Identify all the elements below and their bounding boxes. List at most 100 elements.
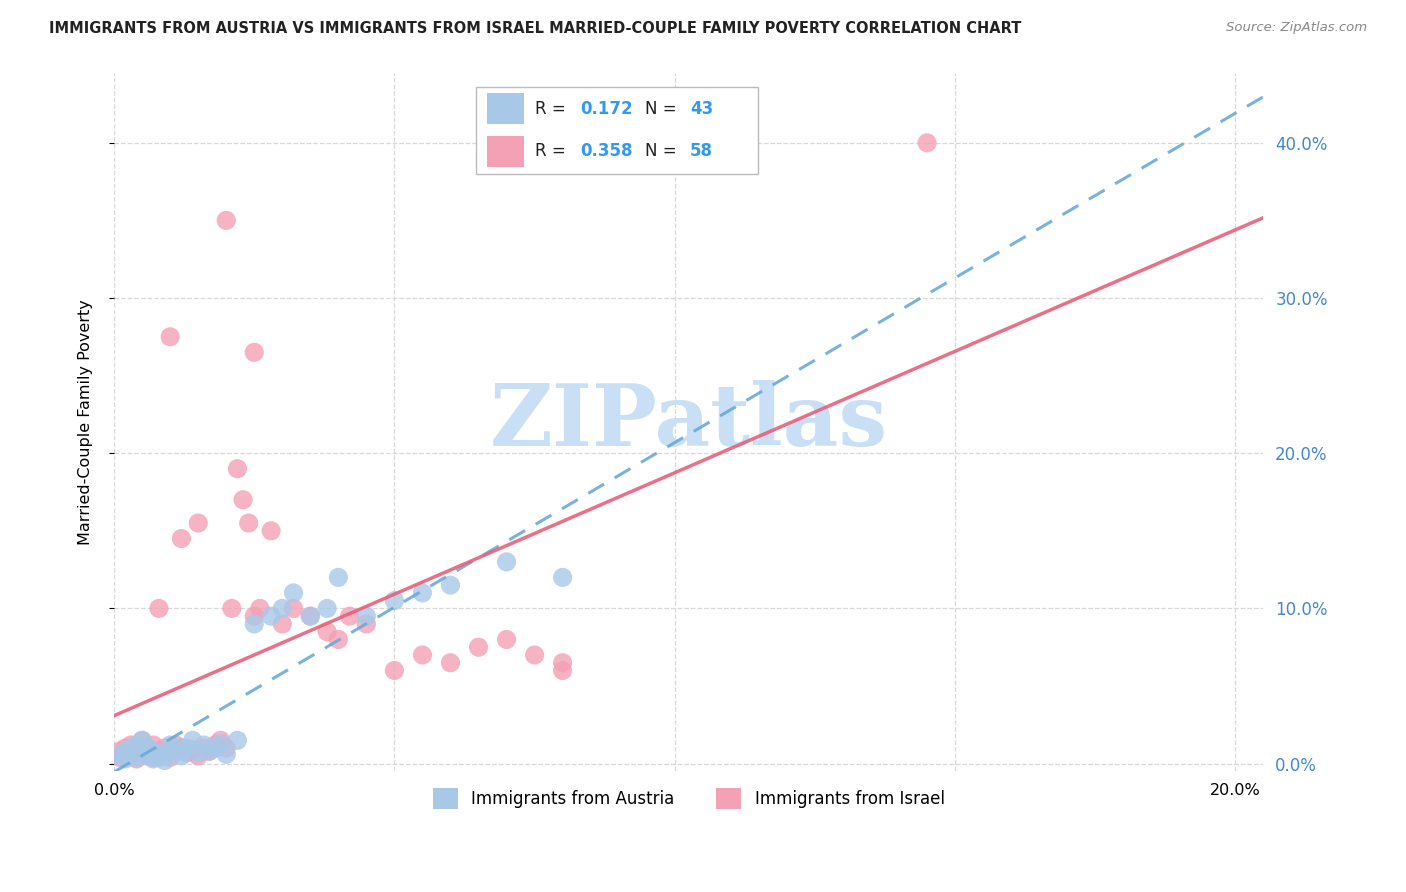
- Point: [142, 750, 165, 764]
- Point: [226, 461, 249, 475]
- Point: [148, 747, 170, 762]
- Point: [159, 744, 181, 758]
- Point: [148, 747, 170, 762]
- Point: [187, 748, 209, 763]
- Point: [148, 750, 170, 764]
- Point: [114, 748, 136, 763]
- Point: [439, 656, 461, 670]
- Point: [495, 632, 517, 647]
- Point: [328, 570, 350, 584]
- Point: [260, 524, 283, 538]
- Point: [142, 738, 165, 752]
- Point: [411, 586, 433, 600]
- Point: [384, 664, 406, 678]
- Point: [176, 741, 198, 756]
- Point: [551, 570, 574, 584]
- Point: [170, 741, 193, 756]
- Point: [198, 744, 221, 758]
- Point: [316, 624, 339, 639]
- Point: [165, 741, 187, 756]
- Point: [198, 744, 221, 758]
- Point: [108, 748, 131, 763]
- Point: [495, 555, 517, 569]
- Point: [120, 747, 142, 762]
- Point: [136, 741, 159, 756]
- Point: [232, 492, 254, 507]
- Point: [356, 616, 378, 631]
- Point: [136, 741, 159, 756]
- Point: [283, 586, 305, 600]
- Point: [339, 609, 361, 624]
- Point: [159, 750, 181, 764]
- Text: ZIPatlas: ZIPatlas: [489, 380, 887, 464]
- Point: [153, 741, 176, 756]
- Point: [193, 741, 215, 756]
- Point: [328, 632, 350, 647]
- Point: [131, 746, 153, 760]
- Point: [187, 746, 209, 760]
- Point: [249, 601, 271, 615]
- Point: [170, 748, 193, 763]
- Point: [120, 738, 142, 752]
- Point: [209, 736, 232, 750]
- Point: [131, 733, 153, 747]
- Point: [159, 738, 181, 752]
- Point: [467, 640, 489, 655]
- Y-axis label: Married-Couple Family Poverty: Married-Couple Family Poverty: [79, 300, 93, 545]
- Point: [131, 746, 153, 760]
- Point: [316, 601, 339, 615]
- Point: [136, 748, 159, 763]
- Point: [181, 742, 204, 756]
- Point: [142, 744, 165, 758]
- Point: [142, 752, 165, 766]
- Point: [260, 609, 283, 624]
- Point: [148, 601, 170, 615]
- Point: [159, 746, 181, 760]
- Point: [159, 330, 181, 344]
- Point: [131, 733, 153, 747]
- Point: [165, 738, 187, 752]
- Point: [187, 516, 209, 530]
- Point: [271, 601, 294, 615]
- Point: [114, 752, 136, 766]
- Text: IMMIGRANTS FROM AUSTRIA VS IMMIGRANTS FROM ISRAEL MARRIED-COUPLE FAMILY POVERTY : IMMIGRANTS FROM AUSTRIA VS IMMIGRANTS FR…: [49, 21, 1022, 36]
- Point: [299, 609, 322, 624]
- Point: [148, 744, 170, 758]
- Point: [108, 744, 131, 758]
- Point: [238, 516, 260, 530]
- Point: [193, 738, 215, 752]
- Legend: Immigrants from Austria, Immigrants from Israel: Immigrants from Austria, Immigrants from…: [426, 781, 952, 815]
- Point: [523, 648, 546, 662]
- Point: [243, 616, 266, 631]
- Point: [120, 741, 142, 756]
- Point: [356, 609, 378, 624]
- Point: [271, 616, 294, 631]
- Point: [439, 578, 461, 592]
- Point: [215, 747, 238, 762]
- Point: [215, 213, 238, 227]
- Point: [915, 136, 938, 150]
- Point: [114, 741, 136, 756]
- Point: [204, 741, 226, 756]
- Point: [153, 754, 176, 768]
- Point: [283, 601, 305, 615]
- Point: [125, 738, 148, 752]
- Point: [125, 752, 148, 766]
- Point: [411, 648, 433, 662]
- Point: [170, 744, 193, 758]
- Point: [221, 601, 243, 615]
- Point: [551, 664, 574, 678]
- Point: [215, 741, 238, 756]
- Point: [209, 733, 232, 747]
- Point: [384, 593, 406, 607]
- Point: [226, 733, 249, 747]
- Point: [243, 345, 266, 359]
- Text: Source: ZipAtlas.com: Source: ZipAtlas.com: [1226, 21, 1367, 34]
- Point: [125, 744, 148, 758]
- Point: [136, 748, 159, 763]
- Point: [204, 738, 226, 752]
- Point: [299, 609, 322, 624]
- Point: [120, 747, 142, 762]
- Point: [170, 532, 193, 546]
- Point: [243, 609, 266, 624]
